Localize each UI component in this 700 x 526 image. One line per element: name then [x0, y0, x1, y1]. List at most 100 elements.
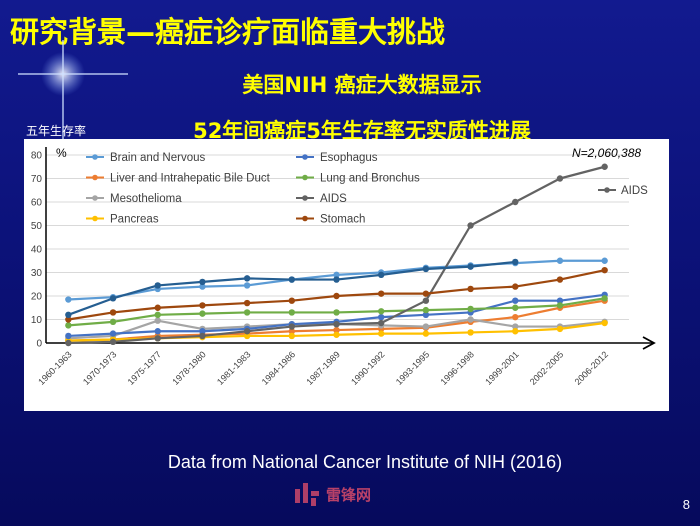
sample-size-annotation: N=2,060,388 — [572, 146, 641, 160]
data-point — [601, 257, 608, 264]
legend-label: Mesothelioma — [110, 193, 182, 205]
x-tick-label: 1981-1983 — [215, 349, 253, 387]
data-point — [377, 319, 385, 327]
data-point — [154, 335, 161, 342]
data-point — [199, 332, 206, 340]
data-point — [467, 305, 474, 313]
legend-marker — [302, 174, 308, 181]
slide-title: 研究背景—癌症诊疗面临重大挑战 — [10, 15, 446, 49]
legend-label: Liver and Intrahepatic Bile Duct — [110, 173, 271, 185]
y-unit-label: % — [56, 146, 67, 160]
y-tick-label: 10 — [31, 315, 43, 326]
data-point — [556, 175, 564, 182]
survival-line-chart: 0 10 20 30 40 50 60 70 80 % 1960-1963 1970-1973 1975… — [31, 146, 656, 387]
x-tick-label: 1996-1998 — [438, 349, 476, 387]
data-point — [199, 302, 206, 309]
x-tick-label: 1975-1977 — [126, 349, 164, 387]
x-tick-label: 1993-1995 — [394, 349, 432, 387]
y-tick-label: 30 — [31, 268, 43, 279]
watermark-text: 雷锋网 — [326, 485, 372, 504]
data-point — [556, 325, 564, 333]
watermark: 雷锋网 — [292, 477, 371, 511]
data-point — [154, 328, 161, 335]
data-point — [199, 278, 206, 286]
data-point — [288, 276, 296, 283]
y-tick-label: 60 — [31, 198, 43, 209]
data-point — [512, 283, 519, 290]
data-point — [422, 297, 430, 304]
y-axis-label: 五年生存率 — [26, 124, 87, 138]
data-point — [333, 321, 340, 328]
data-point — [467, 329, 474, 336]
data-point — [288, 328, 296, 335]
data-point — [65, 296, 72, 303]
data-point — [288, 323, 296, 330]
data-point — [512, 258, 519, 266]
x-tick-label: 1990-1992 — [349, 349, 387, 387]
x-tick-label: 1999-2001 — [483, 349, 521, 387]
data-point — [333, 331, 340, 338]
data-point — [154, 282, 161, 289]
legend-marker — [92, 174, 98, 181]
legend-label: Stomach — [320, 214, 365, 226]
x-tick-label: 1960-1963 — [36, 349, 74, 387]
data-point — [512, 328, 519, 335]
series-label-aids: AIDS — [621, 185, 648, 197]
y-tick-label: 70 — [31, 174, 43, 185]
data-point — [333, 309, 340, 316]
data-point — [65, 311, 72, 318]
data-point — [467, 316, 474, 323]
subtitle-nih: 美国NIH 癌症大数据显示 — [242, 73, 482, 97]
data-point — [109, 338, 117, 346]
data-point — [109, 330, 117, 337]
data-point — [65, 322, 72, 329]
chart-panel: 0 10 20 30 40 50 60 70 80% 1960-1963 1970-1973 1975… — [24, 139, 669, 411]
watermark-logo-icon — [295, 483, 319, 506]
data-point — [422, 290, 430, 297]
data-point — [556, 302, 564, 309]
data-point — [422, 311, 430, 318]
data-point — [422, 306, 430, 314]
data-point — [243, 328, 251, 335]
data-point — [154, 317, 161, 324]
data-point — [154, 304, 161, 311]
series-line — [67, 260, 516, 316]
data-point — [377, 271, 385, 279]
legend-label: Lung and Bronchus — [320, 173, 420, 185]
legend-label: AIDS — [320, 193, 347, 205]
data-point — [422, 330, 430, 337]
legend-marker — [92, 215, 98, 222]
y-tick-label: 80 — [31, 151, 43, 162]
data-point — [601, 295, 608, 302]
page-number: 8 — [682, 497, 690, 512]
data-point — [377, 290, 385, 297]
y-tick-label: 40 — [31, 245, 43, 256]
data-point — [601, 319, 608, 327]
data-point — [288, 297, 296, 304]
data-point — [154, 311, 161, 318]
legend-label: Esophagus — [320, 152, 378, 164]
data-point — [288, 309, 296, 316]
legend-label: Pancreas — [110, 214, 159, 226]
data-point — [333, 326, 340, 334]
data-point — [467, 222, 474, 229]
data-point — [199, 328, 206, 335]
x-tick-label: 2006-2012 — [573, 349, 611, 387]
data-point — [65, 316, 72, 323]
legend-label: Brain and Nervous — [110, 152, 205, 164]
legend-marker — [302, 154, 308, 160]
data-point — [512, 198, 519, 206]
data-point — [422, 265, 430, 273]
data-point — [377, 308, 385, 315]
data-point — [512, 313, 519, 321]
data-point — [556, 257, 564, 264]
data-point — [65, 332, 72, 340]
legend-marker — [92, 154, 98, 160]
data-point — [243, 282, 251, 289]
data-point — [556, 297, 564, 304]
data-point — [333, 292, 340, 300]
data-point — [601, 266, 608, 274]
data-point — [377, 330, 385, 337]
x-tick-label: 1970-1973 — [81, 349, 119, 387]
data-point — [377, 313, 385, 321]
